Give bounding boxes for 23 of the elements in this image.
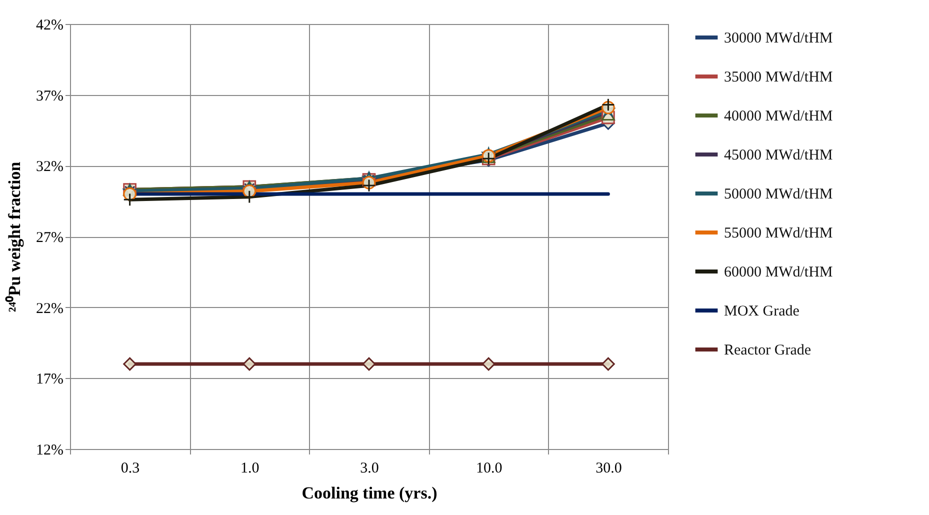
x-tick-label: 3.0 bbox=[360, 460, 379, 476]
x-axis-title: Cooling time (yrs.) bbox=[302, 484, 438, 502]
y-axis-title: ²⁴⁰Pu weight fraction bbox=[5, 161, 24, 312]
legend-label: 40000 MWd/tHM bbox=[724, 108, 833, 124]
legend-label: 35000 MWd/tHM bbox=[724, 70, 833, 86]
y-tick-label: 17% bbox=[36, 372, 64, 388]
legend-label: 30000 MWd/tHM bbox=[724, 30, 833, 46]
y-tick-label: 22% bbox=[36, 300, 64, 317]
y-tick-label: 27% bbox=[36, 230, 64, 246]
y-tick-label: 37% bbox=[36, 88, 64, 104]
y-tick-label: 32% bbox=[36, 159, 64, 176]
legend-label: 50000 MWd/tHM bbox=[724, 186, 833, 202]
x-tick-label: 0.3 bbox=[120, 460, 140, 476]
legend-label: 60000 MWd/tHM bbox=[724, 264, 833, 280]
x-tick-label: 1.0 bbox=[240, 460, 260, 476]
legend-label: Reactor Grade bbox=[724, 342, 812, 358]
legend-label: 45000 MWd/tHM bbox=[724, 148, 833, 164]
x-tick-label: 30.0 bbox=[596, 460, 622, 476]
legend-label: MOX Grade bbox=[724, 304, 800, 320]
y-tick-label: 12% bbox=[36, 442, 64, 458]
y-tick-label: 42% bbox=[36, 18, 64, 34]
legend-label: 55000 MWd/tHM bbox=[724, 226, 833, 242]
x-tick-label: 10.0 bbox=[476, 460, 502, 476]
